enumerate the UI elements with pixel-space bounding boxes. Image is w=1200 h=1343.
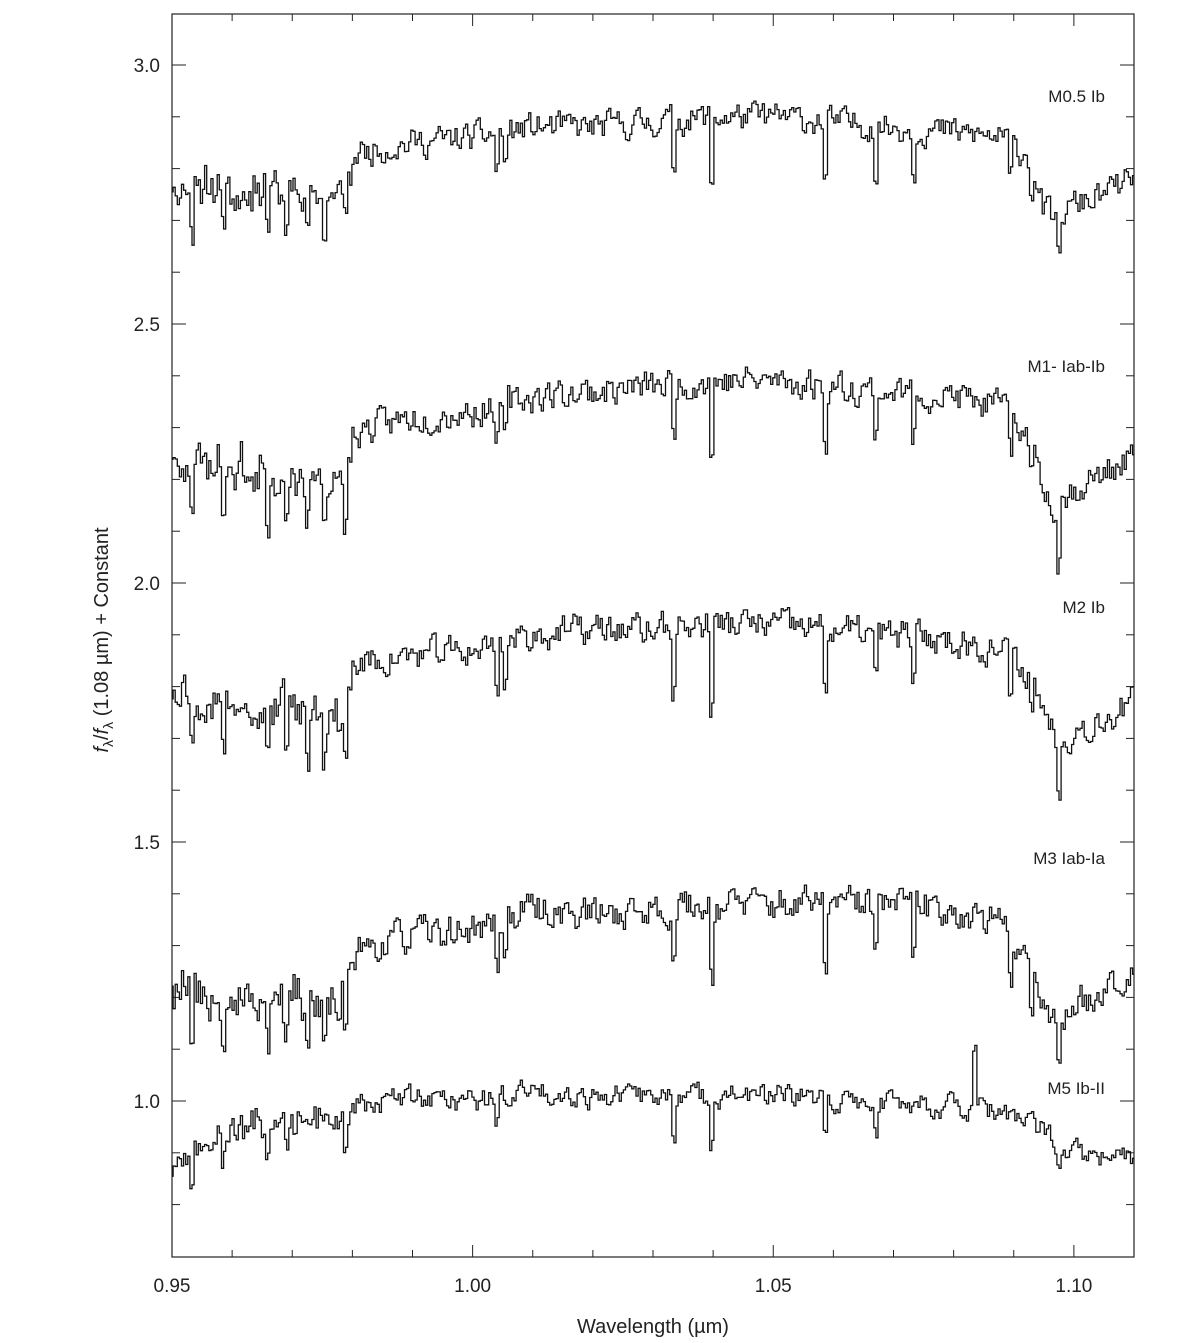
y-tick-label: 2.5 (134, 315, 160, 336)
spectrum-line-1 (172, 100, 1134, 254)
spectrum-line-4 (172, 884, 1134, 1064)
axis-tick-labels: 0.95 1.00 1.05 1.10 1.0 1.5 2.0 2.5 3.0 (134, 56, 1093, 1297)
series-label: M0.5 Ib (1048, 87, 1105, 106)
spectra-series (172, 100, 1134, 1190)
series-labels: M0.5 Ib M1- Iab-Ib M2 Ib M3 Iab-Ia M5 Ib-II (1028, 87, 1106, 1098)
series-label: M1- Iab-Ib (1028, 357, 1105, 376)
series-label: M2 Ib (1062, 598, 1105, 617)
x-tick-label: 1.10 (1055, 1276, 1092, 1297)
series-label: M5 Ib-II (1047, 1079, 1105, 1098)
spectrum-line-3 (172, 607, 1134, 801)
spectrum-line-2 (172, 366, 1134, 575)
x-tick-label: 0.95 (154, 1276, 191, 1297)
y-tick-label: 1.5 (134, 833, 160, 854)
x-tick-label: 1.05 (755, 1276, 792, 1297)
y-tick-label: 3.0 (134, 56, 160, 77)
x-axis-title: Wavelength (µm) (577, 1316, 729, 1338)
y-tick-label: 2.0 (134, 574, 160, 595)
series-label: M3 Iab-Ia (1033, 849, 1105, 868)
y-axis-title: fλ/fλ (1.08 µm) + Constant (91, 527, 116, 753)
spectrum-line-5 (172, 1044, 1134, 1190)
y-tick-label: 1.0 (134, 1092, 160, 1113)
x-tick-label: 1.00 (454, 1276, 491, 1297)
